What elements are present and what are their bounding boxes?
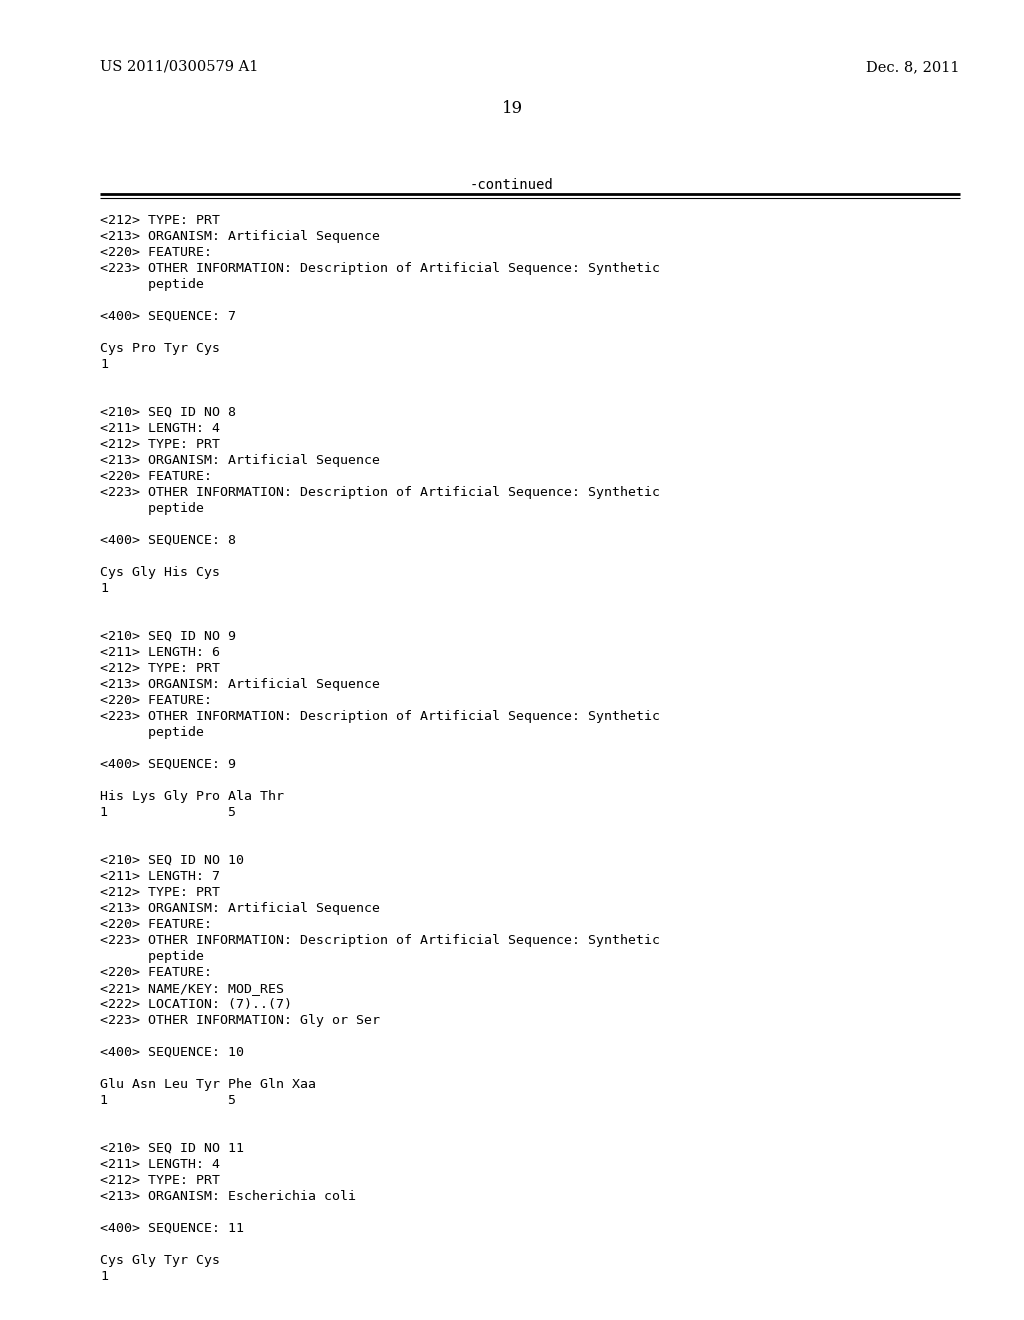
Text: peptide: peptide bbox=[100, 726, 204, 739]
Text: <213> ORGANISM: Artificial Sequence: <213> ORGANISM: Artificial Sequence bbox=[100, 230, 380, 243]
Text: <213> ORGANISM: Artificial Sequence: <213> ORGANISM: Artificial Sequence bbox=[100, 678, 380, 690]
Text: <400> SEQUENCE: 7: <400> SEQUENCE: 7 bbox=[100, 310, 236, 323]
Text: Glu Asn Leu Tyr Phe Gln Xaa: Glu Asn Leu Tyr Phe Gln Xaa bbox=[100, 1078, 316, 1092]
Text: peptide: peptide bbox=[100, 279, 204, 290]
Text: <210> SEQ ID NO 8: <210> SEQ ID NO 8 bbox=[100, 407, 236, 418]
Text: <212> TYPE: PRT: <212> TYPE: PRT bbox=[100, 886, 220, 899]
Text: <220> FEATURE:: <220> FEATURE: bbox=[100, 917, 212, 931]
Text: <213> ORGANISM: Artificial Sequence: <213> ORGANISM: Artificial Sequence bbox=[100, 902, 380, 915]
Text: 1: 1 bbox=[100, 582, 108, 595]
Text: -continued: -continued bbox=[470, 178, 554, 191]
Text: US 2011/0300579 A1: US 2011/0300579 A1 bbox=[100, 59, 258, 74]
Text: <213> ORGANISM: Artificial Sequence: <213> ORGANISM: Artificial Sequence bbox=[100, 454, 380, 467]
Text: <400> SEQUENCE: 11: <400> SEQUENCE: 11 bbox=[100, 1222, 244, 1236]
Text: <213> ORGANISM: Escherichia coli: <213> ORGANISM: Escherichia coli bbox=[100, 1191, 356, 1203]
Text: 1: 1 bbox=[100, 358, 108, 371]
Text: <220> FEATURE:: <220> FEATURE: bbox=[100, 470, 212, 483]
Text: <211> LENGTH: 4: <211> LENGTH: 4 bbox=[100, 422, 220, 436]
Text: <400> SEQUENCE: 10: <400> SEQUENCE: 10 bbox=[100, 1045, 244, 1059]
Text: <223> OTHER INFORMATION: Gly or Ser: <223> OTHER INFORMATION: Gly or Ser bbox=[100, 1014, 380, 1027]
Text: <220> FEATURE:: <220> FEATURE: bbox=[100, 966, 212, 979]
Text: 1               5: 1 5 bbox=[100, 807, 236, 818]
Text: His Lys Gly Pro Ala Thr: His Lys Gly Pro Ala Thr bbox=[100, 789, 284, 803]
Text: <221> NAME/KEY: MOD_RES: <221> NAME/KEY: MOD_RES bbox=[100, 982, 284, 995]
Text: <210> SEQ ID NO 11: <210> SEQ ID NO 11 bbox=[100, 1142, 244, 1155]
Text: Cys Gly His Cys: Cys Gly His Cys bbox=[100, 566, 220, 579]
Text: <220> FEATURE:: <220> FEATURE: bbox=[100, 246, 212, 259]
Text: <212> TYPE: PRT: <212> TYPE: PRT bbox=[100, 438, 220, 451]
Text: <212> TYPE: PRT: <212> TYPE: PRT bbox=[100, 214, 220, 227]
Text: <223> OTHER INFORMATION: Description of Artificial Sequence: Synthetic: <223> OTHER INFORMATION: Description of … bbox=[100, 261, 660, 275]
Text: <223> OTHER INFORMATION: Description of Artificial Sequence: Synthetic: <223> OTHER INFORMATION: Description of … bbox=[100, 486, 660, 499]
Text: Cys Gly Tyr Cys: Cys Gly Tyr Cys bbox=[100, 1254, 220, 1267]
Text: 1               5: 1 5 bbox=[100, 1094, 236, 1107]
Text: <211> LENGTH: 7: <211> LENGTH: 7 bbox=[100, 870, 220, 883]
Text: <223> OTHER INFORMATION: Description of Artificial Sequence: Synthetic: <223> OTHER INFORMATION: Description of … bbox=[100, 710, 660, 723]
Text: <212> TYPE: PRT: <212> TYPE: PRT bbox=[100, 1173, 220, 1187]
Text: <211> LENGTH: 6: <211> LENGTH: 6 bbox=[100, 645, 220, 659]
Text: peptide: peptide bbox=[100, 950, 204, 964]
Text: 1: 1 bbox=[100, 1270, 108, 1283]
Text: Cys Pro Tyr Cys: Cys Pro Tyr Cys bbox=[100, 342, 220, 355]
Text: <400> SEQUENCE: 9: <400> SEQUENCE: 9 bbox=[100, 758, 236, 771]
Text: <222> LOCATION: (7)..(7): <222> LOCATION: (7)..(7) bbox=[100, 998, 292, 1011]
Text: <223> OTHER INFORMATION: Description of Artificial Sequence: Synthetic: <223> OTHER INFORMATION: Description of … bbox=[100, 935, 660, 946]
Text: <212> TYPE: PRT: <212> TYPE: PRT bbox=[100, 663, 220, 675]
Text: Dec. 8, 2011: Dec. 8, 2011 bbox=[866, 59, 961, 74]
Text: <211> LENGTH: 4: <211> LENGTH: 4 bbox=[100, 1158, 220, 1171]
Text: 19: 19 bbox=[502, 100, 522, 117]
Text: <220> FEATURE:: <220> FEATURE: bbox=[100, 694, 212, 708]
Text: <210> SEQ ID NO 10: <210> SEQ ID NO 10 bbox=[100, 854, 244, 867]
Text: <400> SEQUENCE: 8: <400> SEQUENCE: 8 bbox=[100, 535, 236, 546]
Text: peptide: peptide bbox=[100, 502, 204, 515]
Text: <210> SEQ ID NO 9: <210> SEQ ID NO 9 bbox=[100, 630, 236, 643]
